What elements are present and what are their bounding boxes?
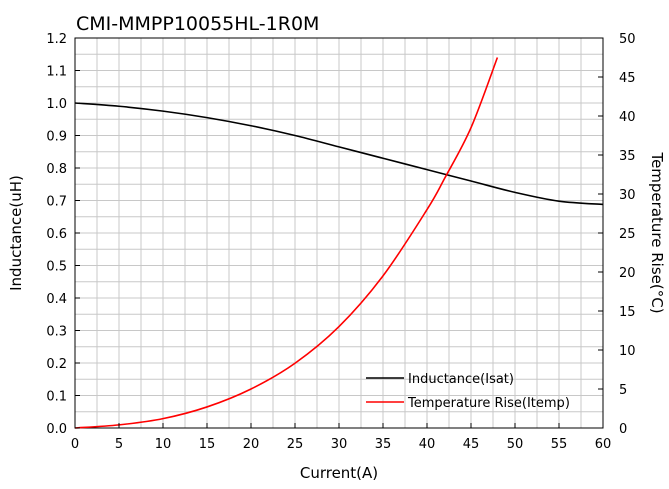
- y-tick-label: 0.1: [46, 390, 67, 405]
- y-tick-label: 0.0: [46, 422, 67, 437]
- y-tick-label: 0.4: [46, 292, 67, 307]
- x-axis-label: Current(A): [300, 464, 378, 482]
- x-tick-label: 10: [155, 437, 172, 452]
- x-tick-label: 5: [115, 437, 123, 452]
- y-tick-label: 0.8: [46, 162, 67, 177]
- x-tick-label: 55: [551, 437, 568, 452]
- y-tick-label: 0.2: [46, 357, 67, 372]
- legend-label: Inductance(Isat): [408, 372, 514, 387]
- y-tick-label: 0.5: [46, 260, 67, 275]
- y2-axis-label: Temperature Rise(°C): [648, 151, 666, 313]
- x-tick-label: 45: [463, 437, 480, 452]
- y-tick-label: 0.3: [46, 325, 67, 340]
- y-tick-label: 0.6: [46, 227, 67, 242]
- x-tick-label: 25: [287, 437, 304, 452]
- y2-tick-label: 45: [619, 71, 636, 86]
- tick-layer: 0 5 10 15 20 25 30 35 40 45 50 55 600.00.10.20.30.40…: [46, 32, 635, 452]
- y-tick-label: 1.1: [46, 65, 67, 80]
- y2-tick-label: 25: [619, 227, 636, 242]
- y-tick-label: 0.7: [46, 195, 67, 210]
- x-tick-label: 40: [419, 437, 436, 452]
- temperature-series-line: [74, 57, 499, 429]
- legend: Inductance(Isat) Temperature Rise(Itemp): [366, 372, 570, 411]
- x-tick-label: 30: [331, 437, 348, 452]
- chart-title: CMI-MMPP10055HL-1R0M: [76, 13, 319, 35]
- y-tick-label: 1.2: [46, 32, 67, 47]
- grid: [74, 37, 604, 429]
- x-tick-label: 35: [375, 437, 392, 452]
- y2-tick-label: 50: [619, 32, 636, 47]
- y-tick-label: 0.9: [46, 130, 67, 145]
- y-tick-label: 1.0: [46, 97, 67, 112]
- x-tick-label: 50: [507, 437, 524, 452]
- series-layer: [74, 57, 604, 429]
- y2-tick-label: 20: [619, 266, 636, 281]
- legend-label: Temperature Rise(Itemp): [407, 396, 570, 411]
- inductance-series-line: [74, 102, 604, 206]
- y2-tick-label: 30: [619, 188, 636, 203]
- y2-tick-label: 35: [619, 149, 636, 164]
- x-tick-label: 60: [595, 437, 612, 452]
- y2-tick-label: 0: [619, 422, 627, 437]
- x-tick-label: 0: [71, 437, 79, 452]
- x-tick-label: 20: [243, 437, 260, 452]
- y2-tick-label: 40: [619, 110, 636, 125]
- y2-tick-label: 10: [619, 344, 636, 359]
- y2-tick-label: 15: [619, 305, 636, 320]
- y2-tick-label: 5: [619, 383, 627, 398]
- y-axis-label: Inductance(uH): [7, 175, 25, 291]
- x-tick-label: 15: [199, 437, 216, 452]
